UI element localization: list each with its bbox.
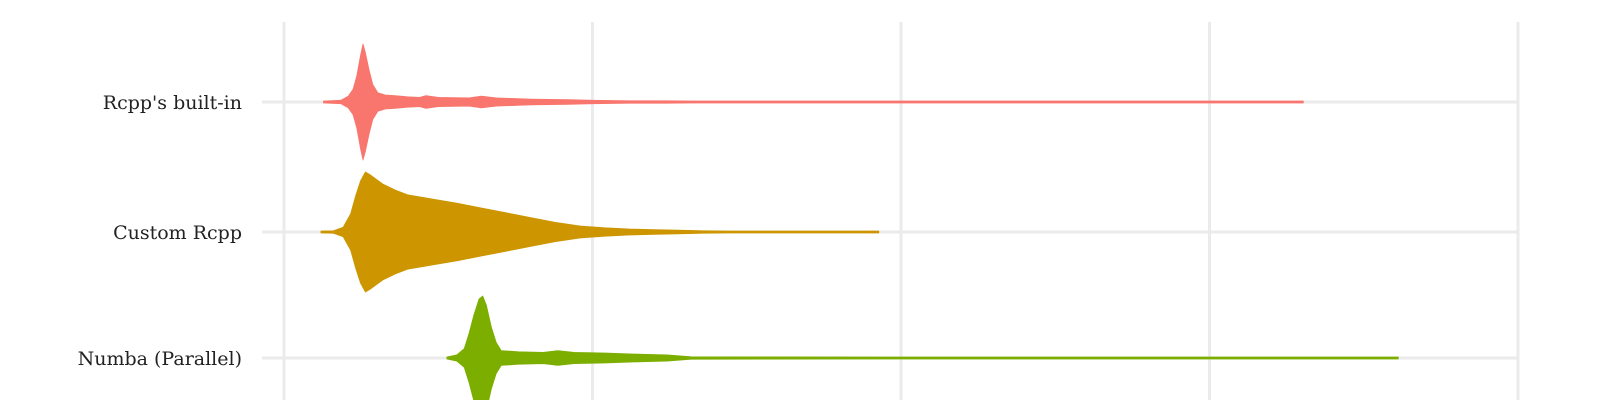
violin-layer: [320, 43, 1399, 400]
violin-rcpp-s-built-in: [323, 43, 1304, 161]
y-tick-label-numba-parallel: Numba (Parallel): [78, 348, 242, 370]
vertical-gridlines: [282, 22, 1520, 400]
violin-numba-parallel: [446, 295, 1399, 400]
y-tick-labels: Rcpp's built-in Custom Rcpp Numba (Paralle…: [78, 92, 242, 370]
y-tick-label-rcpp-s-built-in: Rcpp's built-in: [103, 92, 242, 114]
violin-custom-rcpp: [320, 171, 880, 293]
y-tick-label-custom-rcpp: Custom Rcpp: [113, 222, 242, 244]
